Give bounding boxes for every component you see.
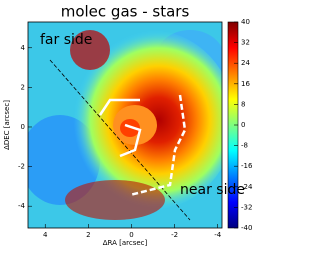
colorbar-tick-label: -16 <box>241 162 253 170</box>
colorbar-tick-label: -32 <box>241 203 252 211</box>
colorbar-tick-label: 24 <box>241 59 250 67</box>
x-tick-label: -2 <box>171 231 178 239</box>
x-tick-label: 0 <box>129 231 133 239</box>
y-axis-label: ΔDEC [arcsec] <box>3 100 11 150</box>
colorbar-tick-label: 0 <box>241 121 245 129</box>
colorbar-tick-label: -40 <box>241 224 252 232</box>
colorbar-tick-label: -8 <box>241 142 248 150</box>
chart: molec gas - stars ΔRA [arcsec] ΔDEC [arc… <box>3 3 253 248</box>
x-axis-label: ΔRA [arcsec] <box>103 239 148 247</box>
colorbar-tick-label: 40 <box>241 18 250 26</box>
x-tick-label: 2 <box>86 231 90 239</box>
y-tick-label: -4 <box>18 202 26 210</box>
annotation: far side <box>40 32 92 48</box>
plot-frame <box>27 21 223 229</box>
y-tick-label: 0 <box>21 123 25 131</box>
colorbar-tick-label: 32 <box>241 39 250 47</box>
x-tick-label: 4 <box>43 231 48 239</box>
colorbar-tick-label: -24 <box>241 183 253 191</box>
chart-title: molec gas - stars <box>61 3 190 21</box>
y-tick-label: 2 <box>21 83 25 91</box>
colorbar-tick-label: 16 <box>241 80 250 88</box>
y-tick-label: -2 <box>18 163 25 171</box>
y-tick-label: 4 <box>21 44 26 52</box>
map-image <box>28 22 222 228</box>
colorbar-tick-label: 8 <box>241 100 245 108</box>
annotation: near side <box>180 182 245 198</box>
x-tick-label: -4 <box>214 231 222 239</box>
